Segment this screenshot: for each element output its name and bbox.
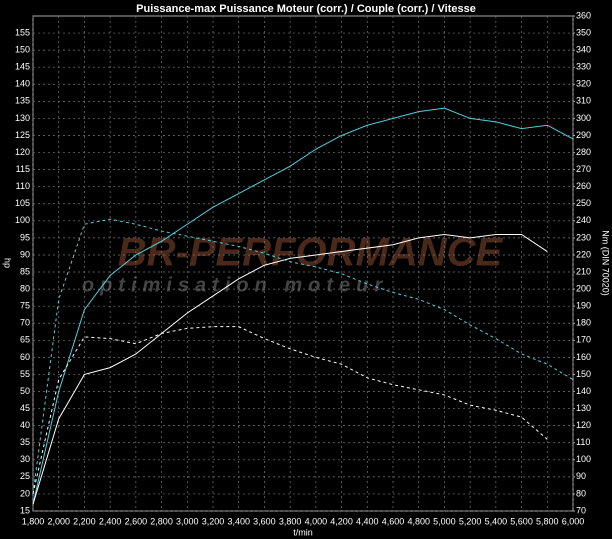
x-tick-label: 4,600 [382, 516, 405, 526]
y2-tick-label: 80 [576, 488, 586, 498]
y2-tick-label: 210 [576, 266, 591, 276]
y-tick-label: 105 [15, 198, 30, 208]
x-tick-label: 3,400 [227, 516, 250, 526]
y2-tick-label: 190 [576, 301, 591, 311]
y2-tick-label: 290 [576, 130, 591, 140]
series-line [32, 218, 574, 494]
y2-tick-label: 140 [576, 386, 591, 396]
series-line [32, 107, 574, 505]
y-axis-label: hp [3, 258, 13, 268]
y2-tick-label: 180 [576, 318, 591, 328]
x-tick-label: 5,200 [459, 516, 482, 526]
watermark: optimisation moteur [82, 274, 388, 296]
y-tick-label: 80 [20, 283, 30, 293]
x-tick-label: 4,000 [305, 516, 328, 526]
y2-tick-label: 320 [576, 79, 591, 89]
y-tick-label: 55 [20, 369, 30, 379]
y2-tick-label: 260 [576, 181, 591, 191]
y-tick-label: 145 [15, 62, 30, 72]
y-tick-label: 135 [15, 96, 30, 106]
y2-tick-label: 160 [576, 352, 591, 362]
y-tick-label: 40 [20, 420, 30, 430]
x-tick-label: 3,200 [202, 516, 225, 526]
x-tick-label: 5,600 [510, 516, 533, 526]
y-tick-label: 50 [20, 386, 30, 396]
x-tick-label: 3,600 [253, 516, 276, 526]
y-tick-label: 115 [16, 164, 30, 174]
y2-tick-label: 270 [576, 164, 591, 174]
y2-tick-label: 70 [576, 505, 586, 515]
y-tick-label: 20 [20, 488, 30, 498]
x-tick-label: 2,600 [125, 516, 148, 526]
y-tick-label: 25 [20, 471, 30, 481]
y-tick-label: 130 [15, 113, 30, 123]
x-tick-label: 5,000 [433, 516, 456, 526]
x-tick-label: 2,000 [47, 516, 70, 526]
x-tick-label: 2,400 [99, 516, 122, 526]
y2-tick-label: 100 [576, 454, 591, 464]
x-tick-label: 1,800 [22, 516, 45, 526]
y2-tick-label: 350 [576, 27, 591, 37]
y-tick-label: 35 [20, 437, 30, 447]
x-tick-label: 6,000 [562, 516, 585, 526]
x-tick-label: 5,400 [485, 516, 508, 526]
y-tick-label: 75 [20, 301, 30, 311]
watermark: BR-PERFORMANCE [118, 231, 504, 275]
y-tick-label: 100 [15, 215, 30, 225]
y-tick-label: 125 [15, 130, 30, 140]
y2-tick-label: 120 [576, 420, 591, 430]
x-axis-label: t/min [293, 527, 313, 537]
y2-tick-label: 310 [576, 96, 591, 106]
y2-axis-label: Nm (DIN 70020) [601, 230, 611, 296]
y-tick-label: 155 [15, 27, 30, 37]
series-line [32, 326, 548, 495]
y-tick-label: 110 [16, 181, 30, 191]
y-tick-label: 90 [20, 249, 30, 259]
y2-tick-label: 200 [576, 283, 591, 293]
y-tick-label: 65 [20, 335, 30, 345]
x-tick-label: 2,200 [73, 516, 96, 526]
y2-tick-label: 220 [576, 249, 591, 259]
x-tick-label: 3,800 [279, 516, 302, 526]
y2-tick-label: 90 [576, 471, 586, 481]
y-tick-label: 45 [20, 403, 30, 413]
x-tick-label: 5,800 [536, 516, 559, 526]
y2-tick-label: 170 [576, 335, 591, 345]
y2-tick-label: 240 [576, 215, 591, 225]
y-tick-label: 140 [15, 79, 30, 89]
x-tick-label: 4,400 [356, 516, 379, 526]
y-tick-label: 85 [20, 266, 30, 276]
chart-title: Puissance-max Puissance Moteur (corr.) /… [136, 3, 476, 15]
series-line [32, 233, 548, 505]
x-tick-label: 3,000 [176, 516, 199, 526]
y2-tick-label: 300 [576, 113, 591, 123]
y-tick-label: 60 [20, 352, 30, 362]
y-tick-label: 15 [20, 505, 30, 515]
y-tick-label: 120 [15, 147, 30, 157]
y2-tick-label: 130 [576, 403, 591, 413]
x-tick-label: 4,800 [407, 516, 430, 526]
y2-tick-label: 330 [576, 62, 591, 72]
y-tick-label: 150 [15, 45, 30, 55]
y2-tick-label: 280 [576, 147, 591, 157]
y-tick-label: 30 [20, 454, 30, 464]
x-tick-label: 2,800 [150, 516, 173, 526]
y-tick-label: 95 [20, 232, 30, 242]
y2-tick-label: 150 [576, 369, 591, 379]
y2-tick-label: 230 [576, 232, 591, 242]
x-tick-label: 4,200 [330, 516, 353, 526]
y2-tick-label: 110 [576, 437, 590, 447]
y2-tick-label: 340 [576, 45, 591, 55]
y2-tick-label: 360 [576, 10, 591, 20]
y-tick-label: 70 [20, 318, 30, 328]
y2-tick-label: 250 [576, 198, 591, 208]
